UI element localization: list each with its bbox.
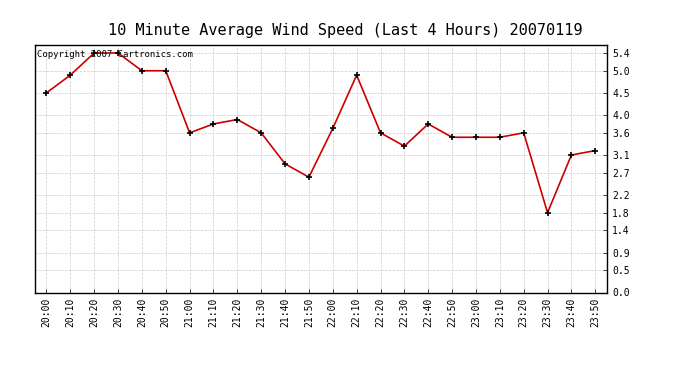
Text: Copyright 2007 Cartronics.com: Copyright 2007 Cartronics.com — [37, 50, 193, 59]
Text: 10 Minute Average Wind Speed (Last 4 Hours) 20070119: 10 Minute Average Wind Speed (Last 4 Hou… — [108, 22, 582, 38]
